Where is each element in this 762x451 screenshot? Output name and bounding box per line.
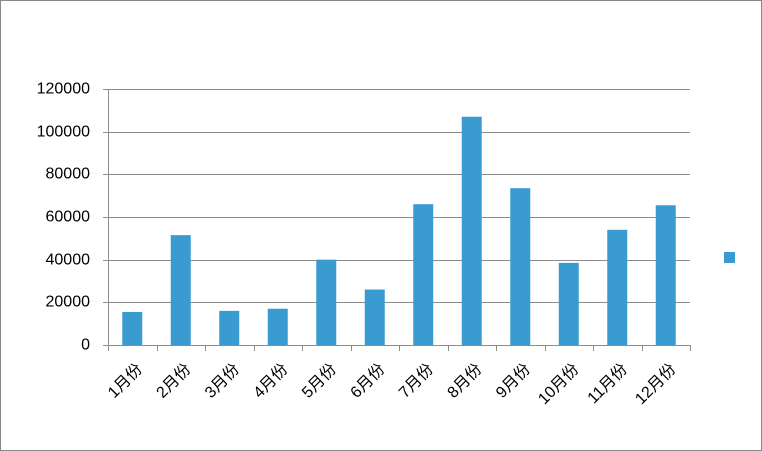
bar — [461, 116, 482, 345]
legend-marker — [724, 252, 735, 263]
y-tick-label: 40000 — [46, 252, 91, 269]
bar — [655, 205, 676, 345]
y-tick-label: 80000 — [46, 166, 91, 183]
bar — [413, 204, 434, 345]
y-tick-label: 20000 — [46, 294, 91, 311]
bar — [510, 188, 531, 345]
y-tick-label: 120000 — [37, 81, 90, 98]
bar — [219, 310, 240, 345]
bar — [607, 229, 628, 345]
bar — [558, 262, 579, 345]
bar — [316, 259, 337, 345]
bar — [267, 308, 288, 345]
bar — [122, 311, 143, 345]
bar — [364, 289, 385, 345]
y-tick-label: 0 — [81, 337, 90, 354]
y-tick-label: 100000 — [37, 124, 90, 141]
bar — [170, 235, 191, 345]
y-tick-label: 60000 — [46, 209, 91, 226]
